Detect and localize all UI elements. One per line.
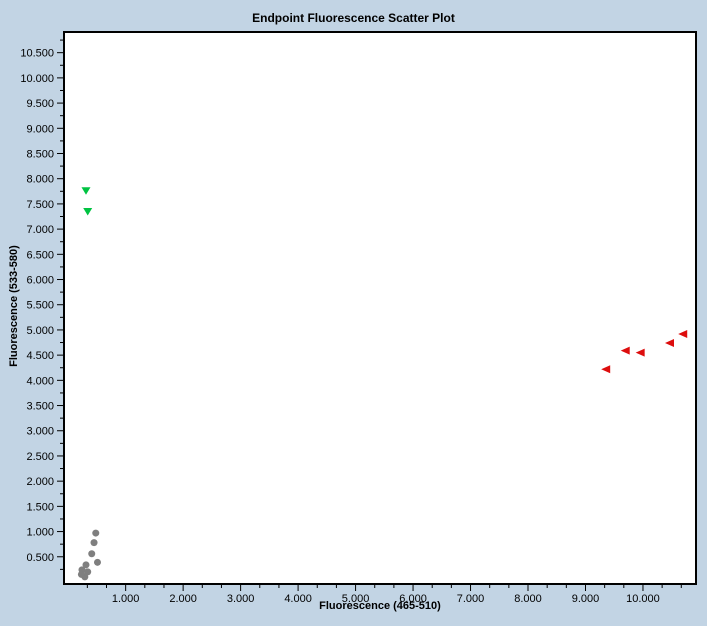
data-point-gray-samples — [88, 550, 96, 558]
y-axis-title: Fluorescence (533-580) — [8, 245, 20, 367]
y-tick-label: 9.500 — [26, 98, 54, 110]
y-tick-label: 6.000 — [26, 275, 54, 287]
x-tick-label: 7.000 — [457, 593, 485, 605]
x-tick-label: 6.000 — [399, 593, 427, 605]
data-point-red-samples — [620, 346, 630, 355]
data-point-red-samples — [635, 348, 645, 357]
y-tick-label: 6.500 — [26, 249, 54, 261]
data-point-gray-samples — [92, 529, 100, 537]
x-tick-label: 5.000 — [342, 593, 370, 605]
data-point-red-samples — [678, 329, 688, 338]
chart-title: Endpoint Fluorescence Scatter Plot — [252, 11, 455, 25]
y-tick-label: 0.500 — [26, 552, 54, 564]
y-tick-label: 4.500 — [26, 350, 54, 362]
y-tick-label: 2.000 — [26, 476, 54, 488]
x-tick-label: 2.000 — [169, 593, 197, 605]
y-tick-label: 7.500 — [26, 199, 54, 211]
x-tick-label: 4.000 — [284, 593, 312, 605]
y-tick-label: 9.000 — [26, 123, 54, 135]
y-tick-label: 8.000 — [26, 174, 54, 186]
y-tick-label: 10.500 — [20, 48, 54, 60]
y-tick-label: 5.000 — [26, 325, 54, 337]
data-point-red-samples — [601, 365, 611, 374]
data-point-green-samples — [81, 187, 91, 195]
y-tick-label: 2.500 — [26, 451, 54, 463]
x-tick-label: 9.000 — [572, 593, 600, 605]
data-point-gray-samples — [77, 570, 85, 578]
y-tick-label: 8.500 — [26, 148, 54, 160]
x-tick-label: 10.000 — [626, 593, 660, 605]
y-tick-label: 3.000 — [26, 426, 54, 438]
y-tick-label: 1.500 — [26, 501, 54, 513]
x-tick-label: 8.000 — [514, 593, 542, 605]
x-tick-label: 3.000 — [227, 593, 255, 605]
data-point-gray-samples — [90, 539, 98, 547]
y-tick-label: 10.000 — [20, 73, 54, 85]
data-point-gray-samples — [93, 558, 101, 566]
data-point-red-samples — [664, 339, 674, 348]
y-tick-label: 1.000 — [26, 527, 54, 539]
x-axis-title: Fluorescence (465-510) — [319, 600, 441, 612]
y-tick-label: 3.500 — [26, 401, 54, 413]
x-tick-label: 1.000 — [112, 593, 140, 605]
data-point-gray-samples — [82, 561, 90, 569]
y-tick-label: 5.500 — [26, 300, 54, 312]
plot-area — [63, 31, 697, 585]
y-tick-label: 4.000 — [26, 375, 54, 387]
data-point-green-samples — [83, 207, 93, 216]
y-tick-label: 7.000 — [26, 224, 54, 236]
